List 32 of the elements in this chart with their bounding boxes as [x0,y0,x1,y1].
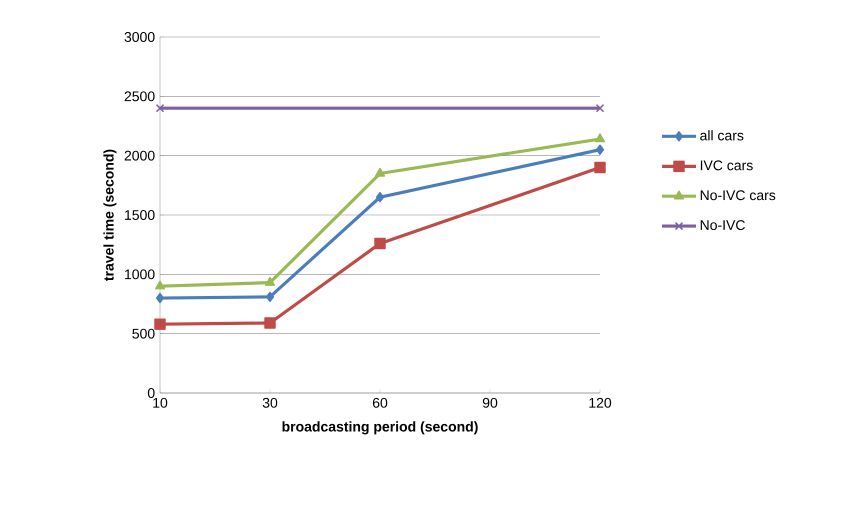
x-axis-title: broadcasting period (second) [282,421,478,434]
y-tick-label: 1000 [125,269,155,280]
point [264,276,276,286]
legend-label: all cars [700,130,744,140]
legend-label: No-IVC [700,220,745,230]
y-tick-label: 2500 [124,91,155,102]
point [596,144,604,155]
point [596,104,604,112]
y-tick-label: 1500 [125,210,155,220]
point [264,317,276,329]
legend-label: No-IVC cars [700,190,776,200]
legend-label: IVC cars [700,160,753,170]
x-tick-label: 60 [372,398,388,408]
y-tick-label: 2000 [124,150,155,161]
point [266,292,274,302]
x-tick-label: 30 [262,398,278,408]
x-tick-label: 90 [482,398,498,408]
point [374,238,386,250]
y-tick-label: 3000 [124,32,155,42]
point [594,162,606,174]
point [376,192,384,202]
x-tick-label: 10 [153,398,168,408]
y-tick-label: 0 [148,388,155,398]
x-tick-label: 120 [589,398,612,408]
y-axis-title: travel time (second) [103,150,116,281]
point [154,280,166,290]
point [154,318,166,330]
point [374,168,386,177]
point [594,133,606,142]
point [156,104,164,112]
y-tick-label: 500 [132,328,155,339]
point [156,292,164,304]
